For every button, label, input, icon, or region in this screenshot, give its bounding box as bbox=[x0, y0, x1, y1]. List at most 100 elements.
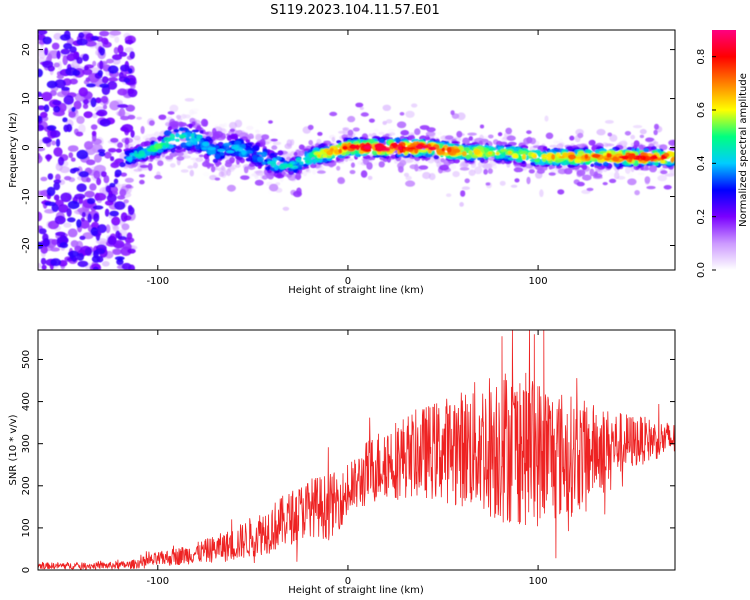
spectrogram-cell bbox=[92, 60, 97, 67]
spectrogram-cell bbox=[500, 148, 508, 152]
spectrogram-cell bbox=[519, 132, 527, 137]
spectrogram-cell bbox=[433, 154, 440, 160]
spectrogram-cell bbox=[51, 140, 56, 146]
spectrogram-cell bbox=[70, 240, 79, 248]
spectrogram-cell bbox=[487, 168, 493, 174]
spectrogram-cell bbox=[120, 246, 132, 256]
spectrogram-cell bbox=[544, 115, 549, 122]
spectrogram-cell bbox=[526, 130, 532, 135]
spectrogram-cell bbox=[441, 147, 446, 152]
spectrogram-cell bbox=[229, 156, 236, 164]
spectrogram-cell bbox=[643, 148, 650, 153]
spectrogram-cell bbox=[59, 166, 70, 174]
spectrogram-cell bbox=[91, 130, 97, 137]
spectrogram-cell bbox=[576, 181, 585, 187]
spectrogram-cell bbox=[668, 139, 675, 146]
spectrogram-cell bbox=[224, 161, 232, 168]
spectrogram-cell bbox=[261, 161, 267, 165]
spectrogram-cell bbox=[414, 163, 419, 172]
spectrogram-cell bbox=[93, 212, 100, 223]
spectrogram-cell bbox=[331, 136, 336, 143]
spectrogram-cell bbox=[217, 148, 226, 152]
spectrogram-cell bbox=[506, 135, 516, 141]
spectrogram-cell bbox=[158, 114, 167, 120]
spectrogram-cell bbox=[576, 169, 586, 176]
spectrogram-cell bbox=[596, 134, 602, 140]
spectrogram-cell bbox=[99, 83, 110, 88]
spectrogram-cell bbox=[405, 110, 415, 118]
spectrogram-cell bbox=[669, 169, 675, 175]
spectrogram-cell bbox=[337, 177, 346, 185]
spectrogram-cell bbox=[80, 219, 90, 229]
spectrogram-cell bbox=[349, 169, 356, 175]
spectrogram-cell bbox=[76, 38, 88, 46]
snr-frame bbox=[37, 329, 676, 571]
spectrogram-cell bbox=[97, 69, 103, 77]
spectrogram-cell bbox=[267, 189, 273, 195]
spectrogram-cell bbox=[650, 145, 657, 151]
spectrogram-xtick-label: 100 bbox=[529, 276, 548, 287]
spectrogram-cell bbox=[164, 141, 170, 148]
snr-ytick-label: 0 bbox=[21, 567, 32, 573]
spectrogram-cell bbox=[618, 155, 626, 159]
spectrogram-cell bbox=[73, 100, 82, 110]
spectrogram-cell bbox=[637, 172, 645, 176]
spectrogram-cell bbox=[567, 148, 573, 152]
spectrogram-cell bbox=[609, 178, 617, 184]
spectrogram-cell bbox=[101, 76, 109, 84]
spectrogram-cell bbox=[345, 137, 354, 142]
spectrogram-cell bbox=[56, 236, 69, 245]
spectrogram-cell bbox=[126, 232, 133, 240]
spectrogram-cell bbox=[280, 164, 289, 169]
spectrogram-cell bbox=[173, 128, 180, 133]
spectrogram-cell bbox=[123, 77, 131, 83]
spectrogram-cell bbox=[40, 257, 47, 265]
colorbar-tick-label: 0.0 bbox=[696, 262, 707, 278]
spectrogram-cell bbox=[125, 184, 132, 189]
spectrogram-cell bbox=[174, 149, 183, 153]
spectrogram-cell bbox=[90, 124, 98, 130]
spectrogram-cell bbox=[109, 182, 116, 188]
spectrogram-cell bbox=[329, 111, 338, 117]
spectrogram-cell bbox=[97, 224, 107, 234]
spectrogram-cell bbox=[234, 146, 239, 152]
spectrogram-cell bbox=[210, 165, 216, 173]
spectrogram-cell bbox=[464, 178, 470, 184]
spectrogram-cell bbox=[85, 77, 91, 82]
spectrogram-cell bbox=[468, 169, 476, 176]
spectrogram-cell bbox=[450, 110, 455, 116]
spectrogram-cell bbox=[519, 150, 528, 155]
spectrogram-cell bbox=[418, 149, 427, 153]
spectrogram-cell bbox=[382, 104, 392, 112]
spectrogram-cell bbox=[83, 66, 89, 71]
spectrogram-cell bbox=[268, 183, 279, 192]
spectrogram-cell bbox=[345, 150, 351, 155]
spectrogram-cell bbox=[426, 136, 431, 140]
spectrogram-cell bbox=[359, 106, 364, 111]
spectrogram-cell bbox=[235, 163, 241, 169]
spectrogram-cell bbox=[68, 111, 76, 118]
spectrogram-cell bbox=[59, 34, 71, 41]
spectrogram-cell bbox=[329, 147, 334, 152]
spectrogram-cell bbox=[43, 104, 50, 113]
spectrogram-cell bbox=[268, 120, 273, 124]
spectrogram-cell bbox=[175, 138, 180, 142]
spectrogram-cell bbox=[55, 138, 61, 147]
spectrogram-cell bbox=[42, 36, 52, 45]
spectrogram-cell bbox=[139, 179, 145, 185]
spectrogram-cell bbox=[255, 170, 265, 176]
spectrogram-cell bbox=[51, 42, 60, 50]
spectrogram-cell bbox=[110, 137, 119, 143]
spectrogram-cell bbox=[114, 169, 122, 177]
spectrogram-cell bbox=[245, 139, 251, 143]
spectrogram-cell bbox=[60, 48, 70, 55]
spectrogram-cell bbox=[95, 97, 102, 104]
spectrogram-cell bbox=[44, 47, 49, 56]
spectrogram-cell bbox=[228, 121, 238, 130]
snr-ticks: -100 0 100 0 100 200 300 400 500 bbox=[21, 330, 675, 587]
spectrogram-cell bbox=[46, 186, 56, 197]
spectrogram-cell bbox=[55, 231, 66, 237]
spectrogram-cell bbox=[534, 158, 540, 163]
spectrogram-cell bbox=[302, 157, 312, 161]
spectrogram-cell bbox=[413, 160, 420, 164]
